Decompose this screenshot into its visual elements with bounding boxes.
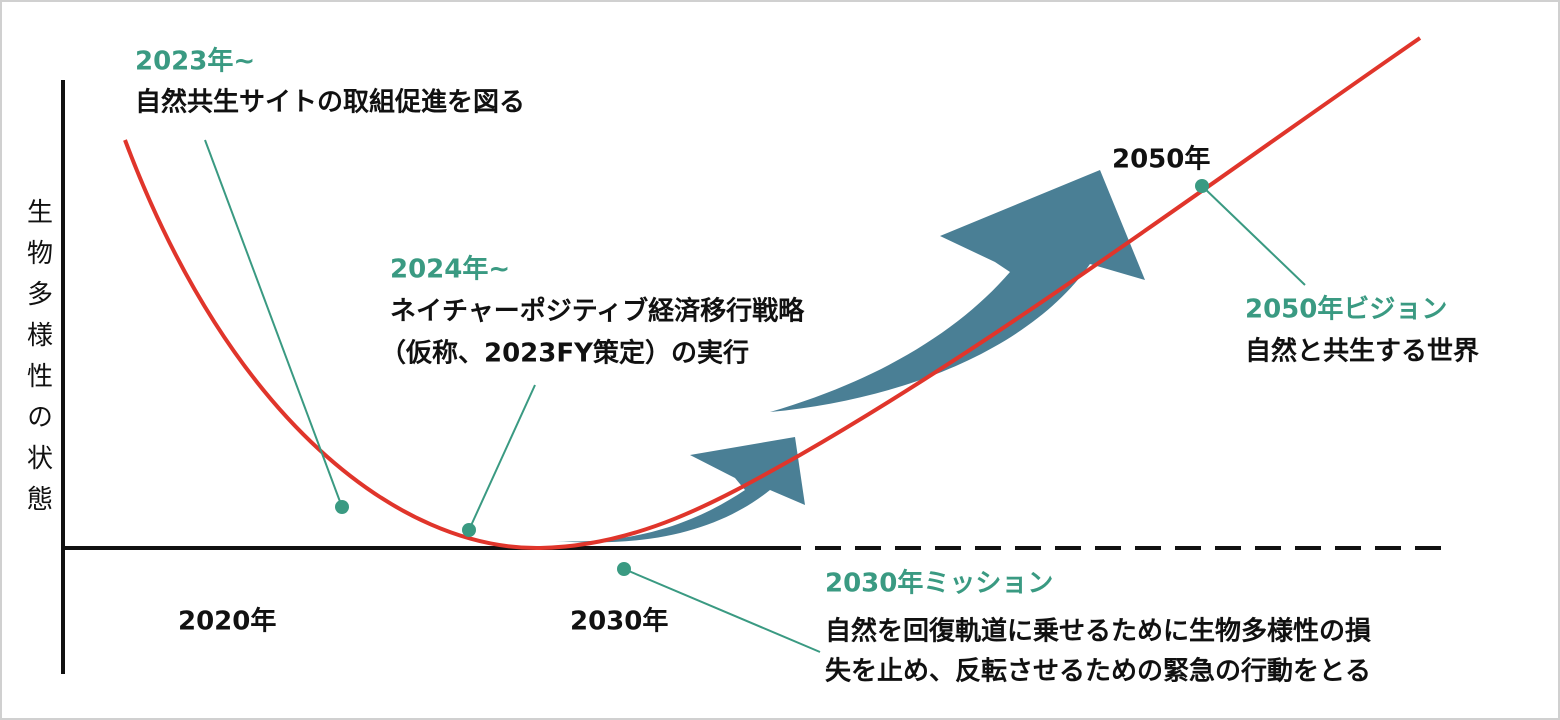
x-label: 2030年: [570, 606, 668, 637]
annotation-heading: 2023年~: [135, 46, 255, 77]
dot: [462, 523, 476, 537]
annotation-text: 失を止め、反転させるための緊急の行動をとる: [825, 656, 1371, 687]
arrow-long: [770, 170, 1145, 412]
annotation-heading: 2030年ミッション: [825, 568, 1053, 599]
dot: [1195, 179, 1209, 193]
dots: [335, 179, 1209, 576]
annotation-text: （仮称、2023FY策定）の実行: [380, 338, 749, 369]
x-label: 2020年: [178, 606, 276, 637]
dot: [617, 562, 631, 576]
annotation-text: ネイチャーポジティブ経済移行戦略: [390, 296, 805, 327]
leader-line: [1201, 185, 1306, 286]
label-2050: 2050年: [1112, 144, 1210, 175]
dot: [335, 500, 349, 514]
annotation-text: 自然と共生する世界: [1245, 336, 1479, 367]
arrow-short: [555, 437, 805, 543]
annotation-heading: 2050年ビジョン: [1245, 294, 1447, 325]
annotation-text: 自然を回復軌道に乗せるために生物多様性の損: [825, 616, 1371, 647]
leader-line: [623, 568, 821, 653]
leader-line: [468, 384, 536, 531]
trend-curve: [123, 36, 1422, 551]
y-axis-label: 生物多様性の状態: [23, 198, 53, 526]
leader-line: [204, 139, 343, 508]
annotation-text: 自然共生サイトの取組促進を図る: [135, 87, 525, 118]
annotation-heading: 2024年~: [390, 254, 510, 285]
leaders: [204, 139, 1306, 653]
